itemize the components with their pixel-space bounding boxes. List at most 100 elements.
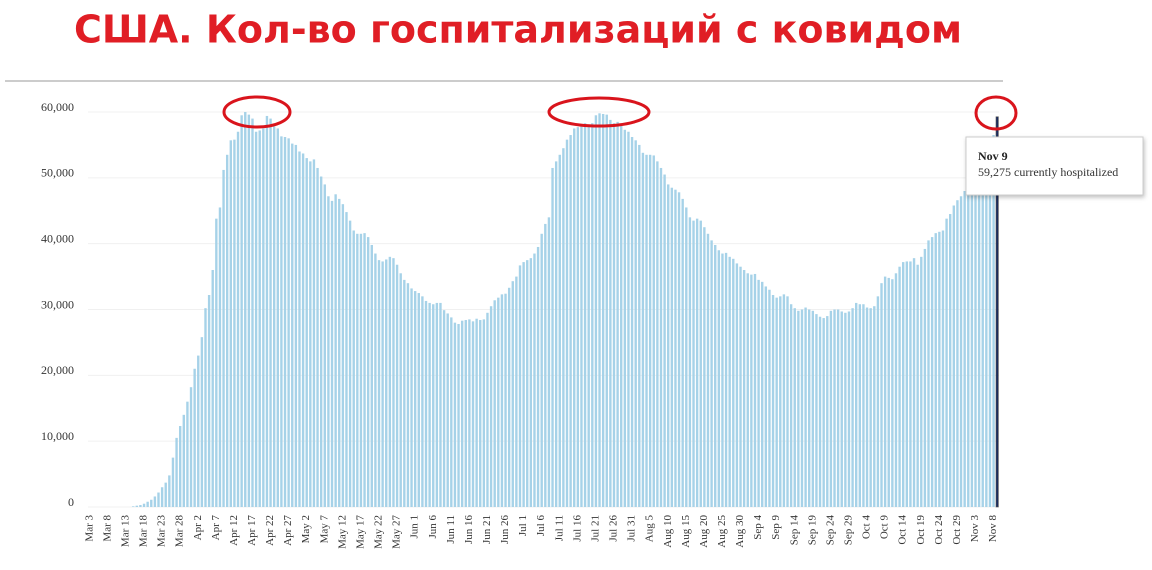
bar — [789, 304, 793, 507]
bar — [952, 205, 956, 507]
bar — [598, 113, 601, 508]
bar — [240, 115, 243, 508]
bar — [815, 314, 818, 507]
bar — [330, 200, 334, 507]
bar — [808, 309, 811, 507]
bar — [804, 307, 807, 507]
bar — [576, 127, 580, 508]
x-tick-label: Sep 14 — [788, 515, 800, 546]
bar — [529, 258, 533, 507]
x-tick-label: Mar 18 — [138, 515, 150, 548]
chart-title: США. Кол-во госпитализаций с ковидом — [74, 8, 962, 52]
bar — [258, 130, 261, 507]
y-tick-label: 30,000 — [41, 297, 74, 311]
bar — [818, 316, 822, 507]
bar — [135, 505, 138, 507]
bar — [417, 293, 420, 507]
bar — [175, 437, 178, 507]
bar — [855, 302, 858, 507]
bar — [699, 220, 702, 507]
x-tick-label: Apr 17 — [246, 515, 258, 546]
bar — [558, 154, 561, 507]
x-tick-label: Jun 21 — [481, 515, 493, 544]
bar — [583, 123, 587, 508]
x-tick-label: Jun 1 — [409, 515, 421, 539]
x-tick-label: Nov 8 — [987, 515, 999, 543]
x-tick-label: Aug 15 — [680, 515, 692, 548]
bar — [421, 296, 424, 507]
bar — [941, 230, 945, 507]
bar — [840, 311, 843, 507]
bar — [316, 167, 319, 508]
x-tick-label: Mar 13 — [119, 515, 131, 548]
x-tick-label: Mar 8 — [101, 515, 113, 542]
bar — [714, 244, 717, 507]
bar — [757, 279, 760, 507]
bar — [164, 482, 167, 507]
bar — [851, 308, 854, 507]
bar — [630, 137, 634, 507]
y-tick-label: 20,000 — [41, 363, 74, 377]
bar — [551, 167, 554, 508]
x-tick-label: Mar 23 — [156, 515, 168, 548]
bar — [536, 246, 540, 508]
bar — [902, 262, 905, 507]
bar — [301, 153, 305, 507]
x-tick-label: Aug 30 — [734, 515, 746, 548]
highlight-ellipse — [547, 96, 651, 128]
bar — [131, 506, 135, 507]
bar — [724, 252, 728, 507]
x-tick-label: Sep 9 — [770, 515, 782, 540]
bar — [186, 401, 189, 507]
x-tick-label: Nov 3 — [969, 515, 981, 543]
x-tick-label: Apr 2 — [192, 515, 204, 540]
bar — [374, 253, 377, 507]
bar — [283, 137, 287, 507]
bar — [171, 457, 175, 507]
bar — [670, 187, 674, 508]
bar — [526, 260, 529, 507]
bar — [160, 487, 164, 507]
tooltip: Nov 9 59,275 currently hospitalized — [965, 136, 1144, 196]
bar — [193, 368, 196, 507]
bar — [403, 279, 406, 507]
bar — [189, 387, 193, 507]
bar — [262, 128, 265, 508]
x-tick-label: Sep 29 — [843, 515, 855, 546]
bar — [829, 310, 833, 507]
bar — [869, 308, 872, 507]
bar — [659, 167, 663, 508]
bar — [178, 426, 182, 507]
bar — [688, 217, 692, 508]
bar — [652, 155, 655, 507]
bar — [891, 279, 894, 507]
bar — [634, 140, 637, 507]
x-tick-label: Jul 31 — [626, 515, 638, 542]
bar — [909, 261, 912, 507]
x-tick-label: May 27 — [391, 515, 403, 549]
bar — [945, 218, 948, 507]
bar — [544, 223, 547, 507]
x-tick-label: Mar 3 — [83, 515, 95, 542]
x-tick-label: Aug 25 — [716, 515, 728, 548]
bar — [858, 304, 862, 507]
y-tick-label: 40,000 — [41, 231, 74, 245]
bar — [435, 302, 439, 507]
bar — [836, 309, 840, 507]
bar — [327, 196, 330, 507]
bar — [468, 319, 471, 507]
bar — [489, 306, 493, 507]
x-tick-label: Sep 4 — [752, 515, 764, 540]
bar — [601, 113, 605, 507]
bar — [385, 259, 388, 507]
bar — [312, 159, 316, 507]
bar — [742, 270, 746, 507]
x-tick-label: Apr 7 — [210, 515, 222, 541]
x-tick-label: Oct 29 — [951, 515, 963, 545]
bar — [356, 233, 359, 507]
x-tick-label: Aug 10 — [662, 515, 674, 548]
bar — [388, 256, 392, 507]
bar — [309, 161, 312, 507]
bar — [880, 283, 883, 507]
